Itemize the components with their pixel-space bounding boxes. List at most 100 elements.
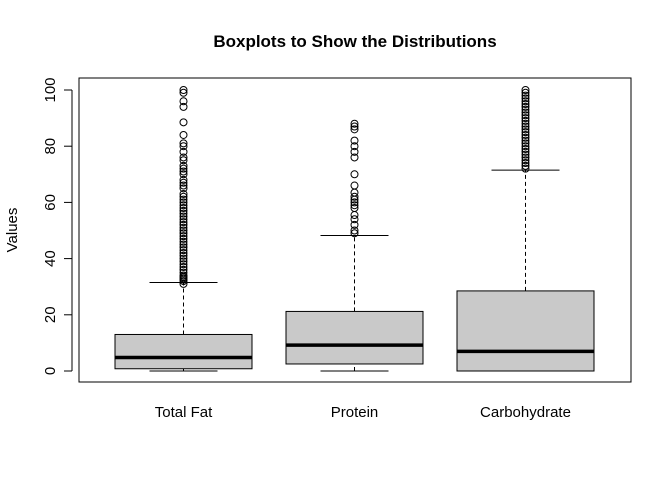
outlier-point — [179, 234, 188, 243]
outlier-point — [179, 206, 188, 215]
outlier-point — [521, 100, 530, 109]
iqr-box — [285, 310, 424, 365]
outlier-point — [521, 94, 530, 103]
outlier-point — [179, 237, 188, 246]
iqr-box — [456, 290, 595, 372]
y-tick-label: 20 — [42, 306, 59, 323]
outlier-point — [350, 198, 359, 207]
outlier-point — [521, 164, 530, 173]
outlier-point — [179, 265, 188, 274]
outlier-point — [521, 111, 530, 120]
outlier-point — [521, 114, 530, 123]
outlier-point — [521, 105, 530, 114]
outlier-point — [179, 130, 188, 139]
outlier-point — [179, 102, 188, 111]
outlier-point — [179, 167, 188, 176]
y-tick-label: 40 — [42, 250, 59, 267]
outlier-point — [179, 164, 188, 173]
outlier-point — [179, 184, 188, 193]
outlier-point — [179, 209, 188, 218]
chart-title: Boxplots to Show the Distributions — [213, 32, 496, 51]
outlier-point — [179, 229, 188, 238]
outlier-point — [350, 229, 359, 238]
iqr-box — [114, 333, 253, 370]
outlier-point — [179, 220, 188, 229]
outlier-point — [521, 136, 530, 145]
outlier-point — [521, 88, 530, 97]
plot-frame — [78, 77, 632, 383]
outlier-point — [179, 226, 188, 235]
outlier-point — [179, 97, 188, 106]
outlier-point — [350, 215, 359, 224]
outlier-point — [350, 181, 359, 190]
outlier-point — [179, 251, 188, 260]
outlier-point — [521, 159, 530, 168]
box-total-fat — [114, 86, 253, 372]
outlier-point — [179, 218, 188, 227]
outlier-point — [179, 139, 188, 148]
outlier-point — [179, 243, 188, 252]
outlier-point — [179, 263, 188, 272]
outlier-point — [350, 220, 359, 229]
outlier-point — [350, 188, 359, 197]
outlier-point — [521, 125, 530, 134]
outlier-point — [521, 119, 530, 128]
outlier-point — [350, 147, 359, 156]
outlier-point — [521, 122, 530, 131]
outlier-point — [521, 133, 530, 142]
outlier-point — [521, 130, 530, 139]
y-axis-label: Values — [4, 208, 21, 253]
outlier-point — [521, 116, 530, 125]
outlier-point — [179, 118, 188, 127]
box-carbohydrate — [456, 86, 595, 372]
outlier-point — [521, 145, 530, 154]
outlier-point — [521, 128, 530, 137]
outlier-point — [179, 248, 188, 257]
outlier-point — [179, 195, 188, 204]
outlier-point — [521, 86, 530, 94]
boxes-layer — [114, 86, 595, 372]
outlier-point — [179, 153, 188, 162]
outlier-point — [521, 147, 530, 156]
outlier-point — [521, 142, 530, 151]
outlier-point — [179, 189, 188, 198]
outlier-point — [179, 178, 188, 187]
outlier-point — [179, 161, 188, 170]
y-tick-label: 0 — [42, 367, 59, 375]
outlier-point — [179, 201, 188, 210]
outlier-point — [350, 122, 359, 131]
outlier-point — [350, 119, 359, 128]
outlier-point — [350, 192, 359, 201]
outlier-point — [350, 170, 359, 179]
outlier-point — [350, 211, 359, 220]
x-axis: Total Fat Protein Carbohydrate — [155, 404, 571, 421]
box-protein — [285, 119, 424, 372]
outlier-point — [179, 232, 188, 241]
outlier-point — [350, 201, 359, 210]
outlier-point — [350, 153, 359, 162]
outlier-point — [179, 198, 188, 207]
outlier-point — [179, 142, 188, 151]
outlier-point — [521, 91, 530, 100]
outlier-point — [521, 102, 530, 111]
outlier-point — [350, 142, 359, 151]
outlier-point — [179, 192, 188, 201]
x-tick-label: Carbohydrate — [480, 404, 571, 421]
outlier-point — [350, 204, 359, 213]
x-tick-label: Total Fat — [155, 404, 213, 421]
outlier-point — [179, 175, 188, 184]
outlier-point — [521, 161, 530, 170]
outlier-point — [179, 147, 188, 156]
outlier-point — [521, 156, 530, 165]
outlier-point — [179, 204, 188, 213]
outlier-point — [350, 136, 359, 145]
outlier-point — [179, 170, 188, 179]
outlier-point — [521, 108, 530, 117]
outlier-point — [179, 271, 188, 280]
outlier-point — [179, 212, 188, 221]
outlier-point — [521, 153, 530, 162]
outlier-point — [179, 260, 188, 269]
x-tick-label: Protein — [331, 404, 379, 421]
y-tick-label: 80 — [42, 138, 59, 155]
